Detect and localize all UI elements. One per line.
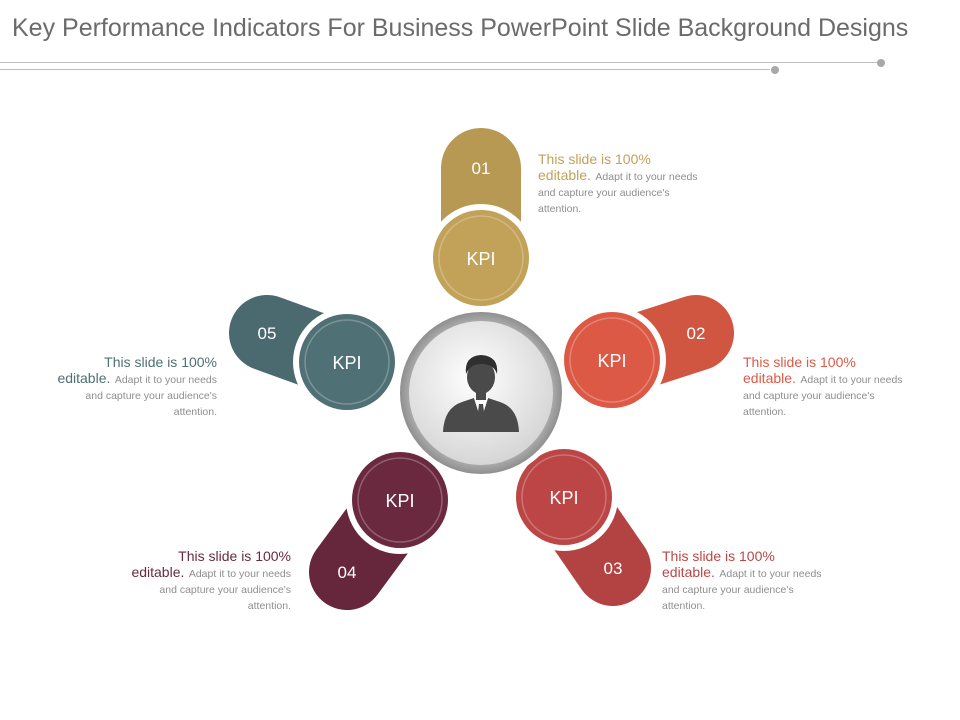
kpi-number: 02 — [687, 324, 706, 343]
kpi-label: KPI — [466, 249, 495, 269]
description-body: Adapt it to your needs and capture your … — [85, 374, 217, 418]
description-body: Adapt it to your needs and capture your … — [159, 568, 291, 612]
divider-dot — [877, 59, 885, 67]
kpi-description-01: This slide is 100% editable. Adapt it to… — [538, 152, 698, 216]
kpi-circle — [352, 452, 448, 548]
title-divider — [0, 69, 770, 70]
kpi-number: 03 — [604, 559, 623, 578]
kpi-petal-02: 02 KPI — [558, 295, 734, 414]
kpi-circle-inner-ring — [438, 215, 524, 301]
kpi-number: 04 — [338, 563, 357, 582]
kpi-number: 01 — [472, 159, 491, 178]
description-lead: This slide is 100% editable. — [662, 548, 775, 580]
description-lead: This slide is 100% editable. — [538, 151, 651, 183]
kpi-label: KPI — [597, 351, 626, 371]
kpi-number: 05 — [258, 324, 277, 343]
kpi-petal-03: 03 KPI — [510, 443, 651, 606]
description-lead: This slide is 100% editable. — [57, 354, 217, 386]
kpi-circle — [433, 210, 529, 306]
description-body: Adapt it to your needs and capture your … — [538, 171, 698, 215]
kpi-label: KPI — [549, 488, 578, 508]
kpi-circle — [516, 449, 612, 545]
description-lead: This slide is 100% editable. — [743, 354, 856, 386]
description-body: Adapt it to your needs and capture your … — [662, 568, 822, 612]
kpi-description-03: This slide is 100% editable. Adapt it to… — [662, 549, 822, 613]
kpi-petals: 01 KPI 02 KPI 03 KPI 04 KPI 05 KPI — [229, 128, 734, 610]
kpi-circle-inner-ring — [569, 317, 655, 403]
kpi-description-02: This slide is 100% editable. Adapt it to… — [743, 355, 903, 419]
kpi-circle-inner-ring — [357, 457, 443, 543]
page-title: Key Performance Indicators For Business … — [12, 14, 909, 42]
kpi-label: KPI — [332, 353, 361, 373]
kpi-petal-05: 05 KPI — [229, 295, 401, 416]
kpi-description-05: This slide is 100% editable. Adapt it to… — [57, 355, 217, 419]
kpi-label: KPI — [385, 491, 414, 511]
description-body: Adapt it to your needs and capture your … — [743, 374, 903, 418]
kpi-circle — [299, 314, 395, 410]
divider-dot — [771, 66, 779, 74]
kpi-description-04: This slide is 100% editable. Adapt it to… — [131, 549, 291, 613]
title-divider — [0, 62, 878, 63]
kpi-petal-01: 01 KPI — [427, 128, 535, 312]
kpi-circle-inner-ring — [304, 319, 390, 405]
kpi-circle — [564, 312, 660, 408]
description-lead: This slide is 100% editable. — [131, 548, 291, 580]
kpi-circle-inner-ring — [521, 454, 607, 540]
center-hub — [395, 307, 567, 479]
kpi-petal-04: 04 KPI — [309, 446, 454, 610]
businessman-icon — [443, 355, 519, 432]
